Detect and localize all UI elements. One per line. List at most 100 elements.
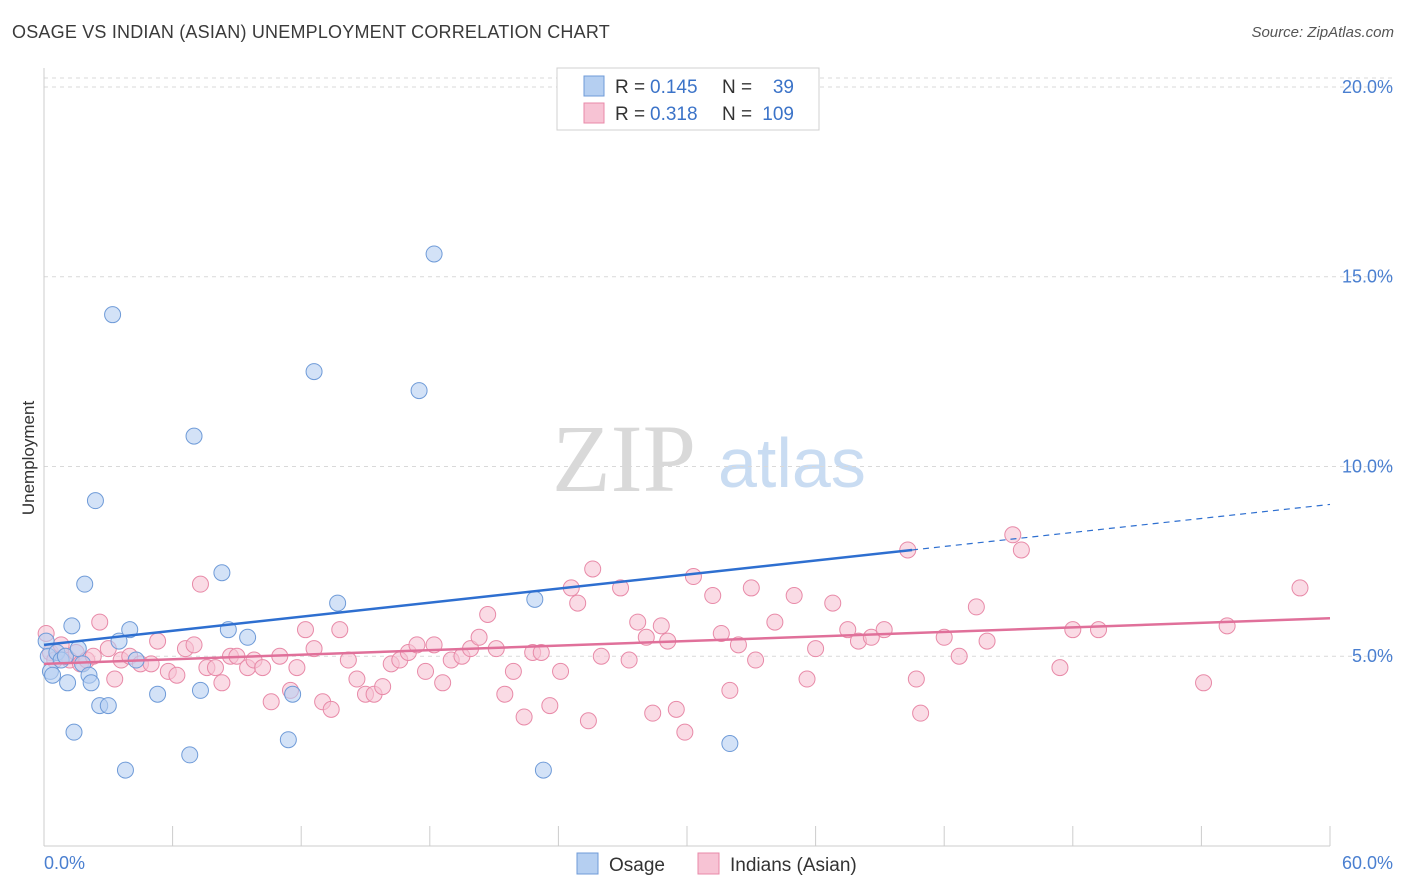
indian-point [712,624,730,642]
osage-point [284,685,302,703]
y-tick-label: 10.0% [1342,456,1393,476]
indian-point [106,670,124,688]
legend-indian-n-label: N = [722,104,752,125]
indian-point [644,704,662,722]
indian-point [1291,579,1309,597]
indian-point [807,640,825,658]
indian-point [348,670,366,688]
y-axis-tick-labels: 5.0% 10.0% 15.0% 20.0% [1342,77,1393,666]
indian-point [684,568,702,586]
indian-point [785,587,803,605]
osage-point [329,594,347,612]
indian-point [612,579,630,597]
indian-point [667,700,685,718]
indian-point [504,662,522,680]
osage-point [59,674,77,692]
indian-point [1051,659,1069,677]
x-tick-label-min: 0.0% [44,853,85,873]
indian-point [950,647,968,665]
indian-point [652,617,670,635]
chart-source: Source: ZipAtlas.com [1251,24,1394,41]
indian-point [168,666,186,684]
osage-point [44,666,62,684]
osage-point [425,245,443,263]
indian-point [262,693,280,711]
osage-point [239,628,257,646]
x-axis-ticks [43,826,1331,846]
indian-point [721,681,739,699]
indian-point [1218,617,1236,635]
indian-point [470,628,488,646]
bottom-legend-label-osage: Osage [609,855,665,876]
indian-point [579,712,597,730]
osage-point [116,761,134,779]
indian-trend-line [43,617,1331,666]
indian-point [541,697,559,715]
osage-point [191,681,209,699]
indian-point [254,659,272,677]
osage-trend-line [43,548,913,647]
indian-point [434,674,452,692]
top-legend: R = 0.145 N = 39 R = 0.318 N = 109 [556,67,820,131]
osage-point [149,685,167,703]
indian-point [1195,674,1213,692]
indian-point [1004,526,1022,544]
indian-point [206,659,224,677]
osage-points [37,245,739,779]
indian-point [296,621,314,639]
indian-point [907,670,925,688]
indian-point [374,678,392,696]
osage-point [65,723,83,741]
legend-swatch-indian [583,102,605,124]
indian-point [766,613,784,631]
indian-point [839,621,857,639]
indian-point [584,560,602,578]
osage-point [104,306,122,324]
legend-indian-n-value: 109 [762,104,794,125]
indian-point [967,598,985,616]
chart-title: OSAGE VS INDIAN (ASIAN) UNEMPLOYMENT COR… [12,22,610,42]
x-tick-label-max: 60.0% [1342,853,1393,873]
osage-point [534,761,552,779]
osage-point [63,617,81,635]
indian-point [1064,621,1082,639]
indian-point [1012,541,1030,559]
indian-point [191,575,209,593]
indian-point [417,662,435,680]
osage-point [279,731,297,749]
bottom-legend-swatch-indian [697,852,720,875]
legend-swatch-osage [583,75,605,97]
y-tick-label: 20.0% [1342,77,1393,97]
osage-point [213,564,231,582]
indian-point [742,579,760,597]
indian-point [629,613,647,631]
bottom-legend: Osage Indians (Asian) [576,852,857,876]
osage-point [76,575,94,593]
legend-indian-r-label: R = [615,104,645,125]
bottom-legend-swatch-osage [576,852,599,875]
osage-trend-line-extension [911,503,1331,551]
osage-point [526,590,544,608]
trend-lines [43,503,1331,666]
osage-point [181,746,199,764]
y-tick-label: 5.0% [1352,646,1393,666]
watermark-atlas: atlas [718,424,866,502]
osage-point [69,640,87,658]
legend-osage-n-value: 39 [773,77,794,98]
bottom-legend-label-indian: Indians (Asian) [730,855,857,876]
indian-point [149,632,167,650]
indian-point [620,651,638,669]
indian-point [288,659,306,677]
indian-point [1090,621,1108,639]
indian-point [592,647,610,665]
indian-point [912,704,930,722]
legend-indian-r-value: 0.318 [650,104,698,125]
indian-point [91,613,109,631]
indian-point [213,674,231,692]
indian-point [408,636,426,654]
indian-point [676,723,694,741]
indian-point [515,708,533,726]
legend-osage-n-label: N = [722,77,752,98]
grid [44,77,1392,657]
indian-point [824,594,842,612]
